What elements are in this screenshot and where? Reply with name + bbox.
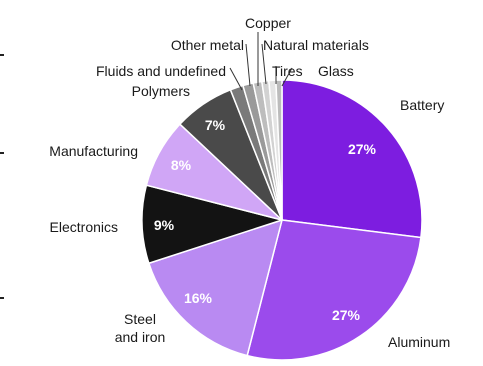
edge-mark [0, 297, 4, 299]
slice-value-label: 8% [171, 157, 192, 173]
slice-category-label: Natural materials [263, 37, 369, 53]
pie-slice-electronics [141, 184, 285, 265]
slice-category-label: Battery [400, 97, 444, 113]
leader-line [261, 43, 267, 85]
slice-category-label: Aluminum [388, 334, 450, 350]
leader-line [245, 43, 251, 87]
edge-mark [0, 152, 4, 154]
pie-slice-steel-and-iron [147, 218, 284, 357]
slice-value-label: 27% [332, 307, 361, 323]
slice-category-label: Manufacturing [49, 143, 138, 159]
slice-category-label: Electronics [50, 219, 118, 235]
slice-category-label: Steel and iron [115, 311, 166, 345]
leader-line [281, 67, 293, 87]
slice-category-label: Glass [318, 63, 354, 79]
pie-slice-aluminum [246, 219, 422, 361]
slice-category-label: Copper [245, 15, 291, 31]
slice-value-label: 27% [348, 141, 377, 157]
slice-category-label: Tires [272, 63, 303, 79]
pie-slice-battery [281, 79, 423, 239]
edge-mark [0, 54, 4, 56]
slice-category-label: Other metal [171, 37, 244, 53]
leader-line [229, 67, 243, 91]
slice-category-label: Fluids and undefined [96, 63, 226, 79]
slice-value-label: 9% [154, 217, 175, 233]
slice-value-label: 7% [205, 117, 226, 133]
slice-category-label: Polymers [132, 83, 190, 99]
slice-value-label: 16% [184, 290, 213, 306]
